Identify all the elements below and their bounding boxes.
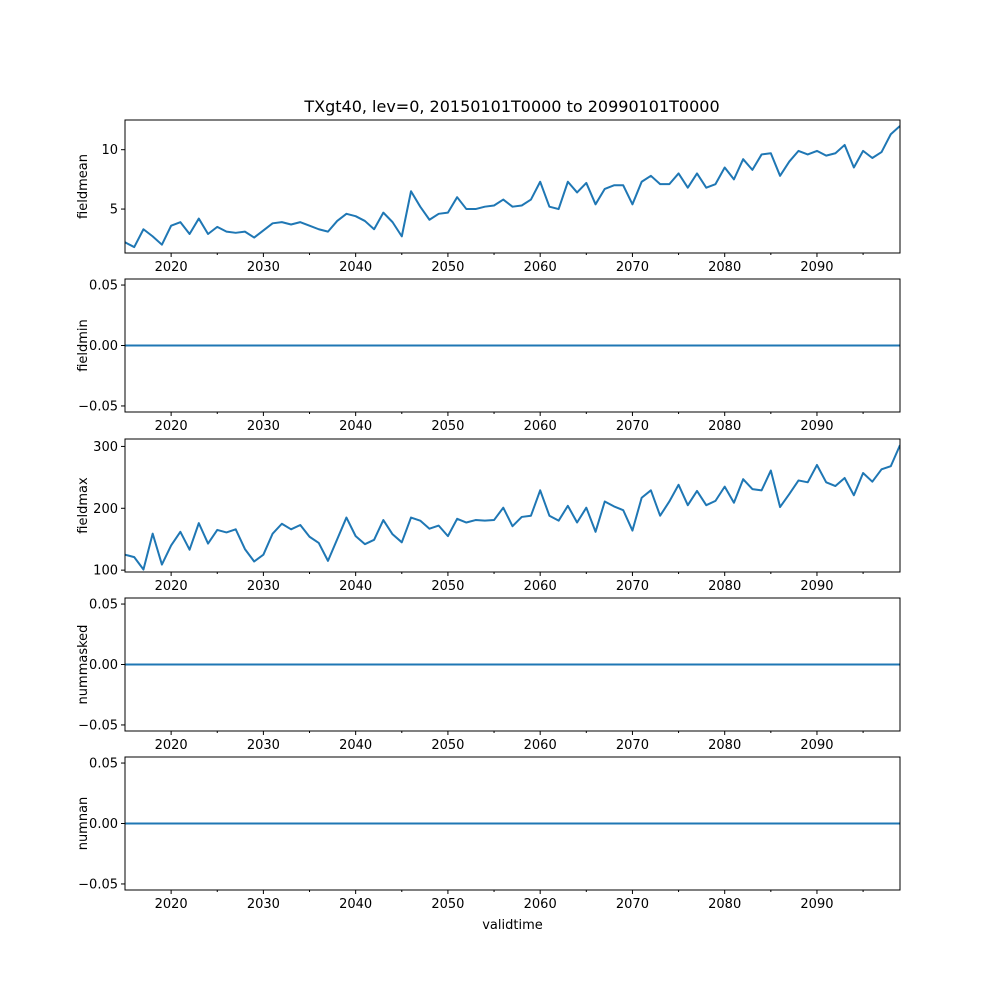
x-tick-label: 2020: [155, 419, 188, 434]
x-tick-label: 2030: [247, 419, 280, 434]
x-tick-label: 2050: [431, 419, 464, 434]
y-tick-label: 0.00: [89, 339, 118, 354]
x-tick-label: 2050: [431, 579, 464, 594]
x-tick-label: 2080: [708, 260, 741, 275]
y-tick-label: 100: [93, 564, 118, 579]
y-tick-label: 0.05: [89, 279, 118, 294]
y-axis-label: fieldmax: [76, 477, 91, 534]
y-tick-label: 0.05: [89, 598, 118, 613]
x-tick-label: 2070: [616, 260, 649, 275]
x-tick-label: 2060: [524, 260, 557, 275]
y-tick-label: −0.05: [78, 718, 118, 733]
x-tick-label: 2040: [339, 260, 372, 275]
x-tick-label: 2090: [800, 419, 833, 434]
x-tick-label: 2020: [155, 579, 188, 594]
axes-frame: [124, 119, 901, 254]
x-tick-label: 2080: [708, 738, 741, 753]
y-axis-label: fieldmean: [76, 154, 91, 219]
y-axis-label: numnan: [76, 797, 91, 851]
y-tick-label: 300: [93, 440, 118, 455]
panel-fieldmin: −0.05 0.00 0.05 2020 2030 2040 2050 2060 2070 208…: [76, 278, 901, 434]
x-tick-label: 2090: [800, 579, 833, 594]
x-tick-label: 2020: [155, 738, 188, 753]
x-tick-label: 2090: [800, 260, 833, 275]
x-tick-label: 2070: [616, 738, 649, 753]
x-tick-label: 2060: [524, 897, 557, 912]
panel-fieldmean: 5 10 2020 2030 2040 2050 2060 2070 2080 2090 field…: [76, 119, 901, 275]
x-tick-label: 2030: [247, 579, 280, 594]
x-tick-label: 2030: [247, 260, 280, 275]
x-tick-label: 2050: [431, 260, 464, 275]
x-tick-label: 2040: [339, 897, 372, 912]
x-tick-label: 2030: [247, 897, 280, 912]
x-tick-label: 2090: [800, 897, 833, 912]
panel-fieldmax: 100 200 300 2020 2030 2040 2050 2060 2070 2080 209…: [76, 438, 901, 594]
y-tick-label: −0.05: [78, 399, 118, 414]
y-axis-label: nummasked: [76, 625, 91, 705]
y-axis-label: fieldmin: [76, 319, 91, 372]
x-tick-label: 2070: [616, 897, 649, 912]
axes-frame: [124, 438, 901, 573]
y-tick-label: −0.05: [78, 877, 118, 892]
x-tick-label: 2020: [155, 897, 188, 912]
x-tick-label: 2050: [431, 897, 464, 912]
panel-nummasked: −0.05 0.00 0.05 2020 2030 2040 2050 2060 2070 208…: [76, 597, 901, 753]
y-tick-label: 0.05: [89, 757, 118, 772]
x-tick-label: 2060: [524, 738, 557, 753]
y-tick-label: 0.00: [89, 817, 118, 832]
x-tick-label: 2070: [616, 419, 649, 434]
x-tick-label: 2080: [708, 419, 741, 434]
series-line-fieldmax: [125, 444, 900, 571]
panel-numnan: −0.05 0.00 0.05 2020 2030 2040 2050 2060 2070 208…: [76, 756, 901, 933]
x-tick-label: 2030: [247, 738, 280, 753]
x-axis-label: validtime: [482, 918, 543, 933]
x-tick-label: 2060: [524, 579, 557, 594]
x-tick-label: 2040: [339, 579, 372, 594]
x-tick-label: 2060: [524, 419, 557, 434]
y-tick-label: 10: [101, 143, 118, 158]
panels: 5 10 2020 2030 2040 2050 2060 2070 2080 2090 field…: [76, 119, 901, 933]
x-tick-label: 2040: [339, 419, 372, 434]
x-tick-label: 2080: [708, 579, 741, 594]
y-tick-label: 0.00: [89, 658, 118, 673]
x-tick-label: 2080: [708, 897, 741, 912]
y-tick-label: 200: [93, 502, 118, 517]
chart-title: TXgt40, lev=0, 20150101T0000 to 20990101…: [303, 97, 719, 116]
y-tick-label: 5: [110, 203, 118, 218]
series-line-fieldmean: [125, 125, 900, 249]
x-tick-label: 2070: [616, 579, 649, 594]
x-tick-label: 2050: [431, 738, 464, 753]
x-tick-label: 2040: [339, 738, 372, 753]
x-tick-label: 2090: [800, 738, 833, 753]
x-tick-label: 2020: [155, 260, 188, 275]
